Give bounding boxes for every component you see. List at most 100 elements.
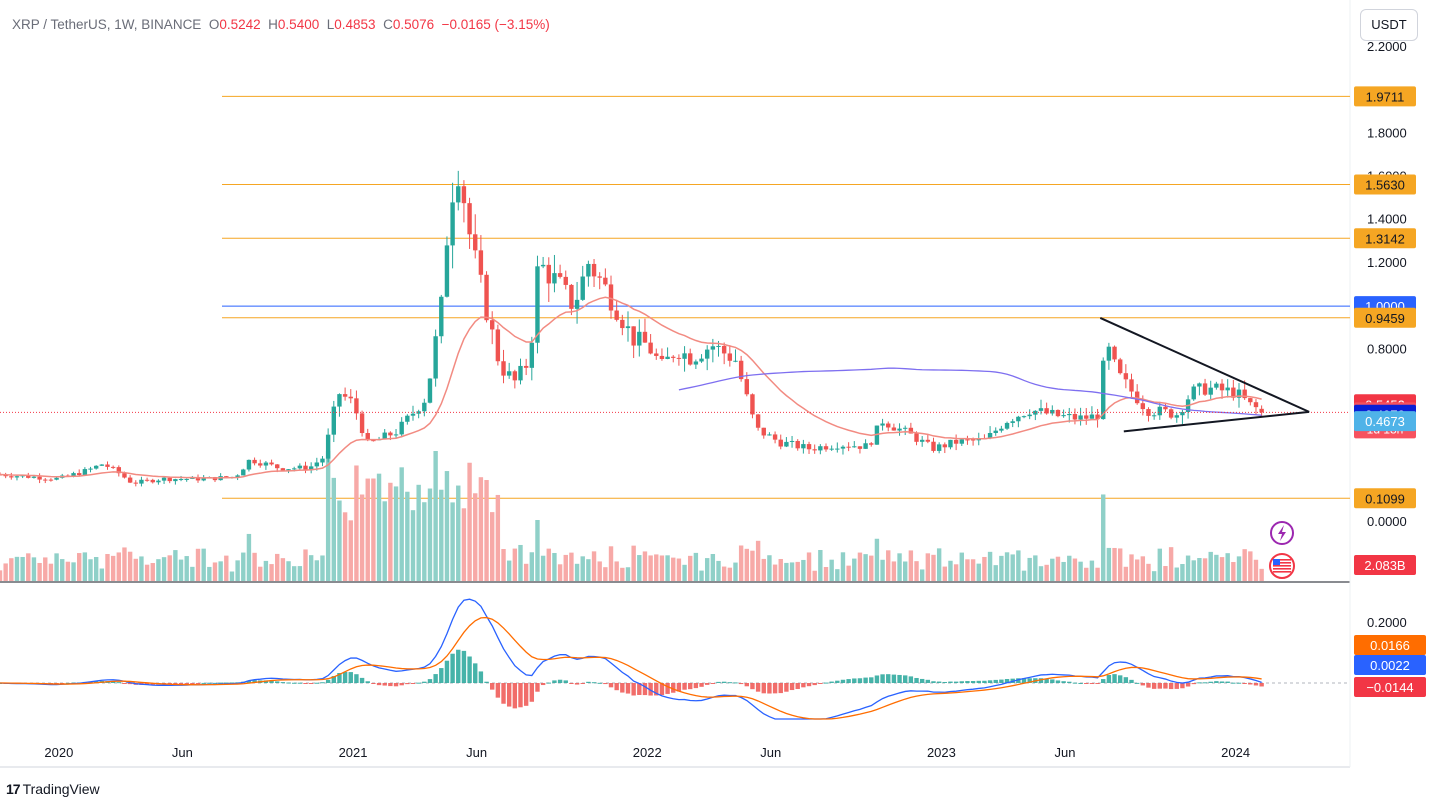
- macd-histogram-bar: [789, 683, 795, 691]
- change-value: −0.0165 (−3.15%): [441, 17, 550, 32]
- macd-histogram-bar: [456, 649, 461, 683]
- volume-bar: [795, 561, 800, 581]
- macd-histogram-bar: [693, 683, 699, 689]
- macd-histogram-bar: [631, 683, 636, 696]
- macd-histogram-bar: [422, 681, 427, 683]
- macd-histogram-bar: [178, 683, 184, 684]
- volume-bar: [1095, 567, 1100, 581]
- macd-histogram-bar: [993, 679, 998, 683]
- macd-histogram-bar: [908, 676, 914, 683]
- volume-bar: [150, 563, 155, 581]
- us-flag-stripe: [1273, 568, 1291, 570]
- macd-histogram-bar: [1072, 682, 1078, 684]
- volume-bar: [1089, 560, 1095, 581]
- volume-bar: [965, 559, 970, 581]
- volume-bar: [970, 559, 976, 581]
- macd-histogram-bar: [388, 683, 393, 687]
- volume-bar: [1225, 553, 1230, 581]
- candle-body: [965, 439, 970, 441]
- volume-bar: [156, 559, 161, 581]
- volume-bar: [1027, 557, 1032, 581]
- macd-histogram-bar: [806, 683, 812, 687]
- candle-body: [1191, 386, 1196, 400]
- macd-histogram-bar: [1078, 682, 1083, 684]
- volume-bar: [1185, 555, 1191, 581]
- macd-histogram-bar: [625, 683, 631, 694]
- macd-histogram-bar: [603, 683, 608, 685]
- candle-body: [801, 444, 806, 449]
- volume-bar: [3, 563, 8, 581]
- volume-bar: [65, 561, 71, 581]
- level-badge: [1354, 86, 1416, 107]
- volume-bar: [1259, 568, 1264, 581]
- volume-bar: [755, 540, 761, 581]
- candle-body: [535, 266, 540, 343]
- macd-histogram-bar: [699, 683, 704, 687]
- candle-body: [490, 320, 495, 330]
- macd-histogram-bar: [382, 683, 387, 686]
- symbol-title[interactable]: XRP / TetherUS, 1W, BINANCE: [12, 17, 202, 32]
- macd-histogram-bar: [704, 683, 710, 685]
- macd-histogram-bar: [614, 683, 619, 691]
- candle-body: [1027, 414, 1032, 417]
- volume-bar: [761, 558, 766, 581]
- tradingview-attribution[interactable]: 17 TradingView: [6, 781, 100, 797]
- candle-body: [1129, 379, 1134, 392]
- volume-bar: [218, 561, 223, 581]
- candle-body: [14, 476, 20, 478]
- volume-bar: [563, 554, 568, 581]
- macd-histogram-bar: [721, 681, 727, 683]
- volume-bar: [671, 557, 676, 581]
- macd-histogram-bar: [1095, 683, 1100, 684]
- time-tick-label: Jun: [466, 745, 487, 760]
- volume-bar: [959, 552, 964, 581]
- candle-body: [727, 353, 733, 361]
- macd-histogram-bar: [648, 683, 653, 696]
- volume-bar: [1236, 556, 1242, 581]
- candle-body: [1095, 414, 1100, 420]
- candle-body: [461, 186, 467, 204]
- volume-bar: [823, 567, 829, 581]
- candle-body: [241, 469, 246, 476]
- volume-bar: [829, 559, 834, 581]
- macd-histogram-bar: [1044, 678, 1049, 683]
- macd-histogram-bar: [167, 683, 172, 685]
- currency-unit-button[interactable]: USDT: [1360, 9, 1418, 41]
- price-badge: [1354, 411, 1416, 432]
- low-label: L: [326, 17, 335, 32]
- candle-body: [252, 459, 257, 464]
- candle-body: [767, 434, 772, 436]
- volume-bar: [99, 568, 105, 581]
- macd-histogram-bar: [1253, 683, 1259, 686]
- volume-bar: [665, 555, 670, 581]
- macd-histogram-bar: [518, 683, 523, 708]
- macd-histogram-bar: [580, 683, 585, 684]
- volume-bar: [365, 478, 370, 581]
- macd-histogram-bar: [1016, 678, 1021, 683]
- macd-histogram-bar: [1140, 683, 1146, 686]
- candle-body: [178, 479, 184, 481]
- level-badge-label: 1.9711: [1366, 89, 1405, 104]
- volume-bar: [642, 551, 648, 581]
- candle-body: [467, 203, 472, 235]
- macd-histogram-bar: [1038, 678, 1044, 683]
- volume-bar: [54, 553, 59, 581]
- candle-body: [738, 360, 744, 380]
- volume-bar: [812, 570, 817, 581]
- candle-body: [818, 446, 823, 451]
- us-flag-stripe: [1273, 562, 1291, 564]
- candle-body: [456, 186, 461, 203]
- candle-body: [795, 440, 800, 449]
- volume-bar: [1253, 559, 1259, 581]
- macd-histogram-bar: [1106, 675, 1112, 683]
- volume-bar: [1219, 557, 1225, 581]
- macd-histogram-bar: [823, 682, 829, 684]
- price-tick-label: 1.4000: [1367, 212, 1407, 227]
- candle-body: [427, 378, 433, 403]
- volume-bar: [178, 559, 184, 581]
- candle-body: [348, 396, 353, 399]
- candle-body: [772, 434, 778, 440]
- volume-bar: [852, 558, 857, 581]
- volume-bar: [1038, 566, 1044, 581]
